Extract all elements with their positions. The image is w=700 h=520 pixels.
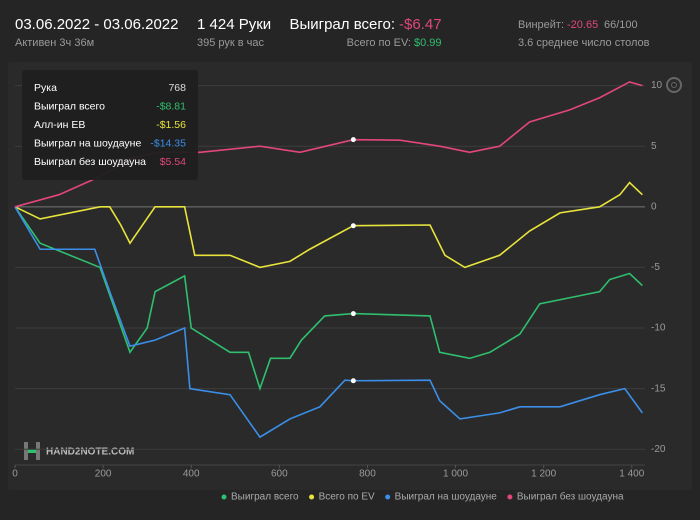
hover-dot — [350, 311, 356, 317]
y-tick-label: -20 — [651, 444, 666, 455]
tooltip-value: 768 — [168, 82, 186, 94]
y-tick-label: -10 — [651, 323, 666, 334]
x-tick-label: 1 000 — [443, 469, 468, 480]
y-tick-label: 5 — [651, 141, 657, 152]
hover-dot — [350, 137, 356, 143]
logo — [24, 442, 40, 460]
tables: 3.6 среднее число столов — [518, 37, 650, 49]
tooltip-label: Выиграл на шоудауне — [34, 137, 141, 149]
tooltip-label: Алл-ин EB — [34, 119, 85, 131]
tooltip-label: Выиграл без шоудауна — [34, 156, 146, 168]
x-tick-label: 1 200 — [531, 469, 556, 480]
x-tick-label: 0 — [12, 469, 18, 480]
legend-label: Выиграл на шоудауне — [395, 492, 498, 503]
ev-value: $0.99 — [414, 37, 442, 49]
dates: 03.06.2022 - 03.06.2022 — [15, 16, 178, 33]
x-tick-label: 600 — [271, 469, 288, 480]
x-tick-label: 400 — [183, 469, 200, 480]
winrate-label: Винрейт: — [518, 19, 564, 31]
tooltip-value: -$8.81 — [156, 100, 186, 112]
won-value: -$6.47 — [399, 16, 442, 33]
settings-icon[interactable] — [666, 77, 682, 93]
active-time: Активен 3ч 36м — [15, 37, 94, 49]
series-line — [14, 206, 644, 439]
watermark: HAND2NOTE.COM — [46, 447, 134, 458]
y-tick-label: 0 — [651, 201, 657, 212]
x-tick-label: 1 400 — [619, 469, 644, 480]
winrate-value: -20.65 — [567, 19, 598, 31]
legend-swatch — [221, 494, 227, 500]
series-line — [14, 206, 643, 392]
legend-swatch — [507, 494, 513, 500]
won-label: Выиграл всего: — [289, 16, 395, 33]
legend-label: Выиграл всего — [231, 492, 299, 503]
tooltip-label: Рука — [34, 82, 57, 94]
tooltip-value: $5.54 — [160, 156, 186, 168]
series-line — [14, 181, 643, 269]
y-tick-label: -5 — [651, 262, 660, 273]
hands: 1 424 Руки — [197, 16, 271, 33]
x-tick-label: 800 — [359, 469, 376, 480]
tooltip-box — [22, 70, 198, 180]
ev-label: Всего по EV: — [347, 37, 411, 49]
tooltip-value: -$14.35 — [150, 137, 186, 149]
hover-dot — [350, 378, 356, 384]
x-tick-label: 200 — [95, 469, 112, 480]
tooltip-value: -$1.56 — [156, 119, 186, 131]
tooltip: Рука 768 Выиграл всего -$8.81 Алл-ин EB -$1.5… — [22, 70, 198, 180]
hover-dot — [350, 223, 356, 229]
hands-rate: 395 рук в час — [197, 37, 265, 49]
legend-label: Выиграл без шоудауна — [517, 491, 624, 503]
legend-swatch — [385, 494, 391, 500]
legend-swatch — [309, 494, 315, 500]
y-tick-label: 10 — [651, 80, 663, 91]
tooltip-label: Выиграл всего — [34, 100, 105, 112]
legend-label: Всего по EV — [319, 492, 375, 503]
winrate-unit: 66/100 — [604, 19, 638, 31]
y-tick-label: -15 — [651, 383, 666, 394]
